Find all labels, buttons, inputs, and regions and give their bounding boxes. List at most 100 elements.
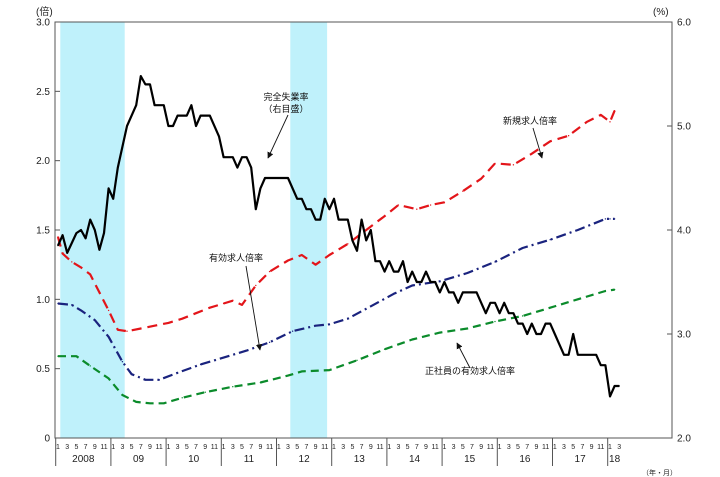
month-tick-label: 5 — [406, 444, 410, 451]
data-point — [57, 244, 59, 247]
right-tick-label: 2.0 — [677, 434, 691, 445]
data-point — [181, 397, 183, 399]
data-point — [397, 204, 400, 206]
data-point — [314, 218, 317, 221]
data-point — [443, 281, 446, 283]
recession-shading-group — [60, 22, 328, 438]
data-point — [222, 302, 225, 305]
data-point — [107, 187, 110, 190]
data-point — [259, 381, 262, 384]
data-point — [305, 208, 308, 210]
data-point — [512, 312, 515, 314]
data-point — [402, 260, 404, 262]
month-tick-label: 9 — [534, 444, 538, 451]
data-point — [181, 114, 183, 117]
data-point — [586, 354, 588, 356]
data-point — [393, 293, 395, 295]
data-point — [232, 300, 234, 302]
data-point — [508, 312, 510, 314]
year-label: 2008 — [72, 454, 95, 465]
data-point — [126, 330, 128, 332]
annotation-label-active-openings: 有効求人倍率 — [209, 252, 263, 264]
data-point — [319, 218, 321, 221]
annotation-arrow-unemployment — [267, 114, 289, 159]
data-point — [140, 327, 142, 330]
data-point — [199, 363, 202, 366]
data-point — [448, 291, 450, 294]
month-tick-label: 3 — [562, 444, 566, 451]
data-point — [494, 162, 496, 165]
month-tick-label: 9 — [93, 444, 97, 451]
data-point — [153, 324, 156, 327]
month-tick-label: 3 — [286, 444, 290, 451]
data-point — [80, 309, 82, 312]
data-point — [195, 125, 197, 127]
month-tick-label: 11 — [211, 444, 218, 451]
data-point — [167, 125, 170, 127]
data-point — [590, 354, 593, 356]
data-point — [613, 385, 616, 387]
year-label: 13 — [354, 454, 366, 465]
data-point — [328, 208, 331, 210]
month-tick-label: 7 — [194, 444, 198, 451]
data-point — [531, 153, 533, 155]
data-point — [163, 104, 165, 106]
data-point — [314, 324, 317, 327]
data-point — [443, 201, 446, 203]
left-tick-label: 0.5 — [36, 364, 50, 375]
annotation-arrow-active-openings — [245, 265, 263, 351]
month-tick-label: 5 — [240, 444, 244, 451]
data-point — [439, 331, 441, 334]
month-tick-label: 9 — [314, 444, 318, 451]
data-point — [374, 260, 377, 262]
data-point — [600, 114, 602, 116]
data-point — [577, 354, 579, 356]
data-point — [135, 104, 137, 106]
data-point — [347, 318, 349, 320]
data-point — [434, 281, 436, 283]
data-point — [107, 309, 110, 312]
data-point — [57, 355, 59, 357]
data-point — [75, 355, 78, 357]
data-point — [149, 83, 151, 86]
month-tick-label: 11 — [156, 444, 163, 451]
data-point — [517, 322, 519, 325]
data-point — [186, 114, 188, 117]
data-point — [80, 229, 82, 231]
month-tick-label: 9 — [258, 444, 262, 451]
right-tick-label: 5.0 — [677, 122, 691, 133]
year-label: 11 — [244, 454, 255, 465]
left-tick-label: 2.5 — [36, 87, 50, 98]
data-point — [613, 288, 616, 291]
data-point — [135, 401, 137, 403]
data-point — [112, 198, 114, 200]
data-point — [89, 273, 91, 276]
data-point — [144, 83, 147, 86]
data-point — [549, 322, 551, 325]
left-tick-label: 3.0 — [36, 18, 50, 29]
data-point — [406, 281, 409, 283]
data-point — [347, 243, 349, 245]
month-tick-label: 1 — [111, 444, 115, 451]
data-point — [241, 156, 243, 158]
data-point — [333, 198, 335, 200]
data-point — [388, 260, 390, 262]
data-point — [57, 236, 59, 238]
month-tick-label: 11 — [266, 444, 273, 451]
data-point — [232, 385, 234, 388]
data-point — [158, 104, 160, 106]
month-tick-label: 1 — [222, 444, 226, 451]
data-point — [176, 114, 179, 117]
right-tick-label: 3.0 — [677, 330, 691, 341]
left-tick-label: 2.0 — [36, 156, 50, 167]
month-tick-label: 3 — [617, 444, 621, 451]
right-tick-label: 4.0 — [677, 226, 691, 237]
month-tick-label: 1 — [553, 444, 557, 451]
month-tick-label: 5 — [516, 444, 520, 451]
data-point — [604, 364, 607, 366]
data-point — [218, 135, 220, 138]
data-point — [328, 369, 331, 371]
data-point — [107, 377, 110, 380]
data-point — [494, 320, 496, 323]
